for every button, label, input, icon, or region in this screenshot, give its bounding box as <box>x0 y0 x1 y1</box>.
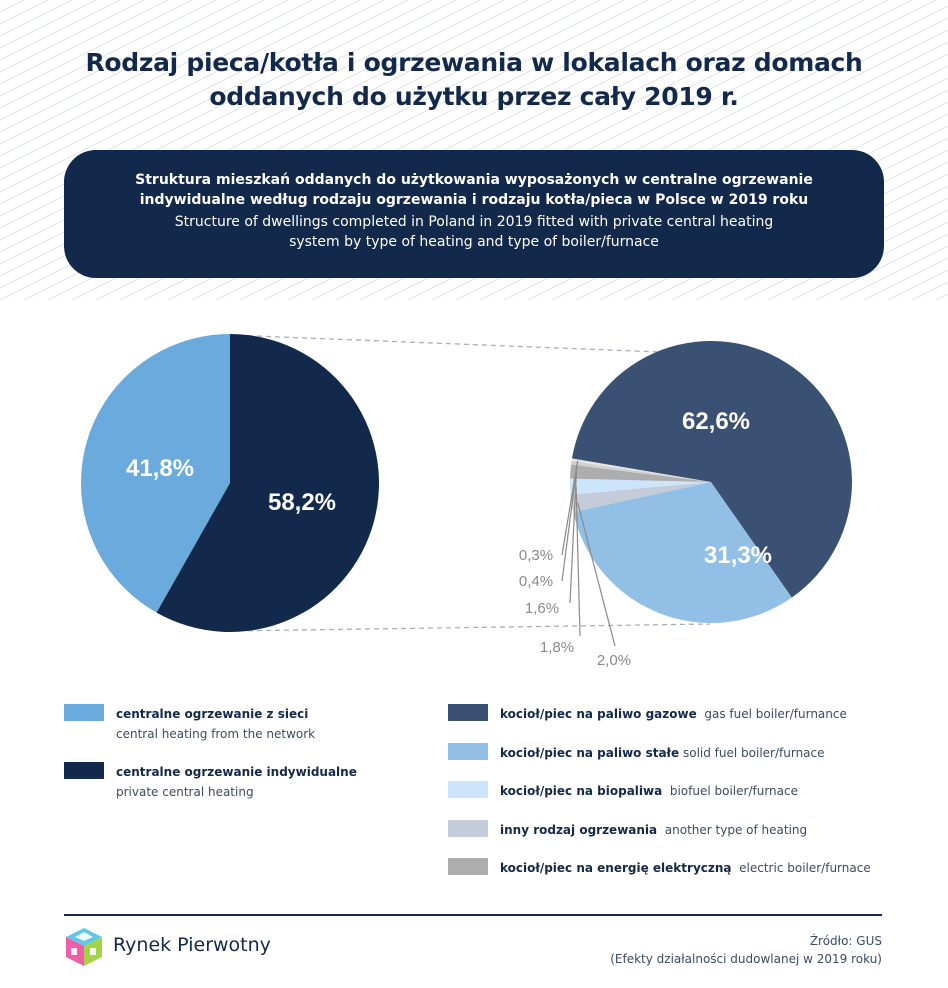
legend-label-pl: kocioł/piec na paliwo stałe <box>500 745 680 760</box>
legend-text-network-heating: centralne ogrzewanie z sieci central hea… <box>116 704 424 744</box>
data-label-small-16: 1,6% <box>525 600 559 617</box>
banner-english-text: Structure of dwellings completed in Pola… <box>64 212 884 252</box>
legend-text-electric-boiler: kocioł/piec na energię elektryczną elect… <box>500 858 918 878</box>
pie-slice-gas-fuel-boiler-furnance <box>571 340 852 598</box>
legend-label-pl: kocioł/piec na energię elektryczną <box>500 861 732 875</box>
legend-label-pl: kocioł/piec na paliwo gazowe <box>500 707 697 721</box>
leader-line-18 <box>575 486 581 637</box>
footer-divider <box>64 914 882 916</box>
background-stripe <box>0 0 313 157</box>
legend-text-biofuel-boiler: kocioł/piec na biopaliwa biofuel boiler/… <box>500 781 918 801</box>
source-line-1: Źródło: GUS <box>809 934 882 948</box>
legend-swatch-other-heating <box>448 819 488 837</box>
background-stripe <box>0 0 169 85</box>
background-stripe <box>0 0 145 73</box>
background-stripe <box>0 0 289 145</box>
rynek-pierwotny-logo-icon <box>66 928 102 966</box>
legend-label-en: private central heating <box>116 785 254 799</box>
data-label-small-04: 0,4% <box>519 573 553 590</box>
brand-name: Rynek Pierwotny <box>113 934 271 956</box>
legend-heating-type: centralne ogrzewanie z sieci central hea… <box>64 704 424 820</box>
legend-label-pl: centralne ogrzewanie indywidualne <box>116 765 357 779</box>
background-stripe <box>0 0 265 133</box>
source-note: Źródło: GUS (Efekty działalności dudowla… <box>610 932 882 968</box>
data-label-solid-fuel-boiler: 31,3% <box>704 542 772 569</box>
pie-slice-small-18 <box>569 478 711 495</box>
legend-swatch-biofuel-boiler <box>448 781 488 798</box>
legend-label-en: biofuel boiler/furnace <box>669 784 798 798</box>
legend-item-other-heating: inny rodzaj ogrzewania another type of h… <box>448 819 918 859</box>
legend-label-pl: centralne ogrzewanie z sieci <box>116 707 309 721</box>
legend-item-solid-fuel-boiler: kocioł/piec na paliwo stałe solid fuel b… <box>448 742 918 782</box>
pie-charts: 41,8% 58,2% 62,6% 31,3% 0,3% 0,4% 1,6% 1,8% 2,0% <box>80 334 852 669</box>
pie-slice-small-04 <box>571 461 711 482</box>
legend-text-private-heating: centralne ogrzewanie indywidualne privat… <box>116 762 424 802</box>
legend-text-other-heating: inny rodzaj ogrzewania another type of h… <box>500 820 918 840</box>
source-line-2: (Efekty działalności dudowlanej w 2019 r… <box>610 952 882 966</box>
legend-label-en: central heating from the network <box>116 727 316 741</box>
leader-line-16 <box>569 471 577 604</box>
background-stripe <box>0 0 337 169</box>
background-stripe <box>839 245 948 300</box>
background-stripe <box>0 0 217 109</box>
banner-polish-line-2: indywidualne według rodzaju ogrzewania i… <box>139 192 809 208</box>
banner-polish-line-1: Struktura mieszkań oddanych do użytkowan… <box>135 172 813 188</box>
legend-swatch-private-heating <box>64 762 104 779</box>
legend-item-biofuel-boiler: kocioł/piec na biopaliwa biofuel boiler/… <box>448 781 918 820</box>
page-title: Rodzaj pieca/kotła i ogrzewania w lokala… <box>0 46 948 114</box>
legend-label-pl: inny rodzaj ogrzewania <box>500 822 658 837</box>
banner-english-line-2: system by type of heating and type of bo… <box>289 234 659 250</box>
legend-label-en: solid fuel boiler/furnace <box>682 745 825 760</box>
pie-slice-small-03 <box>571 458 711 482</box>
page-title-line-2: oddanych do użytku przez cały 2019 r. <box>209 82 739 111</box>
legend-boiler-type: kocioł/piec na paliwo gazowe gas fuel bo… <box>448 704 918 897</box>
background-stripe <box>0 0 385 193</box>
legend-swatch-solid-fuel-boiler <box>448 742 488 760</box>
legend-swatch-network-heating <box>64 704 104 721</box>
subtitle-banner: Struktura mieszkań oddanych do użytkowan… <box>64 150 884 278</box>
legend-label-en: electric boiler/furnace <box>739 861 871 875</box>
legend-swatch-gas-boiler <box>448 704 488 721</box>
pie-slice-solid-fuel-boiler-furnace <box>573 482 792 623</box>
page-title-line-1: Rodzaj pieca/kotła i ogrzewania w lokala… <box>85 48 863 77</box>
background-stripe <box>791 221 948 300</box>
data-label-private-heating: 58,2% <box>268 489 336 516</box>
legend-text-solid-fuel-boiler: kocioł/piec na paliwo stałe solid fuel b… <box>500 743 918 763</box>
legend-item-gas-boiler: kocioł/piec na paliwo gazowe gas fuel bo… <box>448 704 918 743</box>
legend-item-network-heating: centralne ogrzewanie z sieci central hea… <box>64 704 424 762</box>
pie-slice-central-heating-from-the-network <box>80 334 230 613</box>
data-label-small-20: 2,0% <box>597 652 631 669</box>
pie-slice-small-16 <box>570 464 711 482</box>
data-label-gas-boiler: 62,6% <box>682 408 750 435</box>
data-label-network-heating: 41,8% <box>126 455 194 482</box>
legend-swatch-electric-boiler <box>448 858 488 875</box>
connector-line-bottom <box>229 623 711 632</box>
legend-text-gas-boiler: kocioł/piec na paliwo gazowe gas fuel bo… <box>500 704 918 724</box>
legend-label-en: another type of heating <box>664 822 808 837</box>
background-stripe <box>0 0 241 121</box>
banner-polish-text: Struktura mieszkań oddanych do użytkowan… <box>64 170 884 210</box>
legend-item-electric-boiler: kocioł/piec na energię elektryczną elect… <box>448 858 918 897</box>
leader-line-20 <box>577 502 616 647</box>
legend-label-pl: kocioł/piec na biopaliwa <box>500 784 663 798</box>
background-stripe <box>0 0 121 61</box>
pie-slice-small-20 <box>570 482 711 513</box>
data-label-small-03: 0,3% <box>519 547 553 564</box>
background-stripe <box>0 0 361 181</box>
background-stripe <box>0 0 193 97</box>
legend-label-en: gas fuel boiler/furnance <box>704 707 847 721</box>
data-label-small-18: 1,8% <box>540 639 574 656</box>
pie-slice-private-central-heating <box>156 334 379 632</box>
legend-item-private-heating: centralne ogrzewanie indywidualne privat… <box>64 762 424 820</box>
leader-line-04 <box>561 463 578 582</box>
background-stripe <box>815 233 948 300</box>
banner-english-line-1: Structure of dwellings completed in Pola… <box>174 214 774 230</box>
